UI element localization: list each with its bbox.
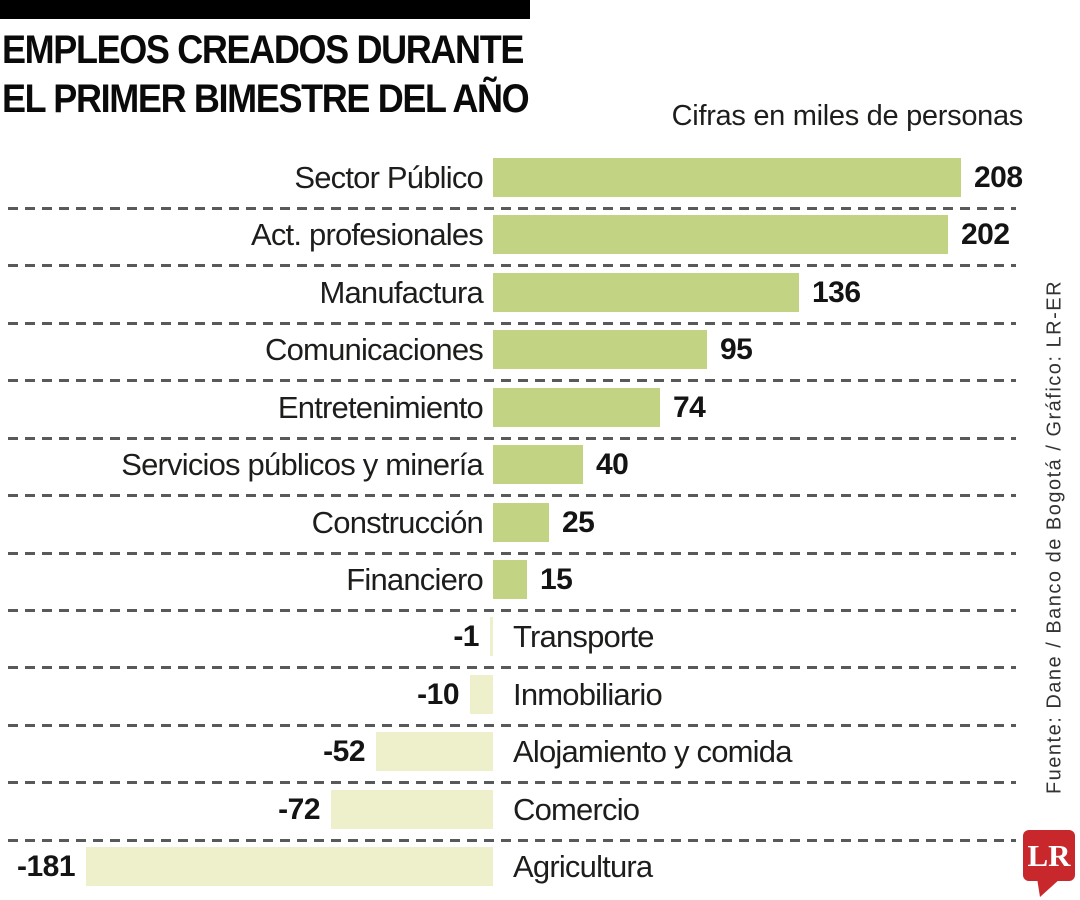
category-label: Entretenimiento: [277, 389, 484, 425]
value-label: 202: [961, 217, 1010, 251]
top-accent-bar: [0, 0, 530, 19]
value-label: 95: [720, 332, 753, 366]
row-separator: [8, 609, 1016, 612]
lr-logo-text: LR: [1027, 838, 1071, 873]
value-label: 136: [812, 275, 861, 309]
value-label: 40: [596, 447, 629, 481]
lr-logo-tail: [1037, 878, 1061, 897]
category-label: Construcción: [311, 504, 484, 540]
row-separator: [8, 437, 1016, 440]
chart-bar: [493, 560, 527, 599]
category-label: Agricultura: [513, 848, 653, 884]
chart-bar: [493, 215, 948, 254]
chart-bar: [493, 445, 583, 484]
category-label: Inmobiliario: [513, 676, 663, 712]
source-credit: Fuente: Dane / Banco de Bogotá / Gráfico…: [1043, 279, 1066, 795]
row-separator: [8, 552, 1016, 555]
category-label: Comercio: [513, 791, 640, 827]
value-label: 208: [974, 160, 1023, 194]
value-label: 25: [562, 505, 595, 539]
chart-bar: [493, 388, 660, 427]
chart-bar: [376, 732, 493, 771]
chart-bar: [331, 790, 493, 829]
lr-logo: LR: [1023, 830, 1075, 897]
value-label: -72: [278, 792, 320, 826]
chart-bar: [493, 503, 549, 542]
row-separator: [8, 666, 1016, 669]
value-label: -181: [16, 849, 76, 883]
chart-bar: [86, 847, 493, 886]
title-line-2: EL PRIMER BIMESTRE DEL AÑO: [2, 77, 530, 121]
category-label: Alojamiento y comida: [513, 733, 792, 769]
chart-bar: [493, 158, 961, 197]
category-label: Financiero: [346, 561, 484, 597]
chart-bar: [493, 330, 707, 369]
chart-subtitle: Cifras en miles de personas: [671, 100, 1024, 132]
row-separator: [8, 494, 1016, 497]
category-label: Sector Público: [294, 159, 483, 195]
category-label: Comunicaciones: [265, 331, 484, 367]
chart-bar: [493, 273, 799, 312]
category-label: Act. profesionales: [250, 216, 484, 252]
row-separator: [8, 322, 1016, 325]
category-label: Servicios públicos y minería: [121, 446, 484, 482]
row-separator: [8, 781, 1016, 784]
row-separator: [8, 839, 1016, 842]
category-label: Manufactura: [319, 274, 483, 310]
row-separator: [8, 379, 1016, 382]
row-separator: [8, 207, 1016, 210]
page-title: EMPLEOS CREADOS DURANTE EL PRIMER BIMEST…: [2, 26, 530, 124]
value-label: -52: [323, 734, 365, 768]
chart-bar: [490, 617, 493, 656]
category-label: Transporte: [513, 618, 655, 654]
value-label: -1: [453, 619, 479, 653]
row-separator: [8, 264, 1016, 267]
value-label: 15: [540, 562, 573, 596]
row-separator: [8, 724, 1016, 727]
chart-bar: [470, 675, 493, 714]
value-label: 74: [673, 390, 706, 424]
value-label: -10: [417, 677, 459, 711]
title-line-1: EMPLEOS CREADOS DURANTE: [2, 28, 524, 72]
lr-logo-bubble: [1023, 830, 1075, 881]
